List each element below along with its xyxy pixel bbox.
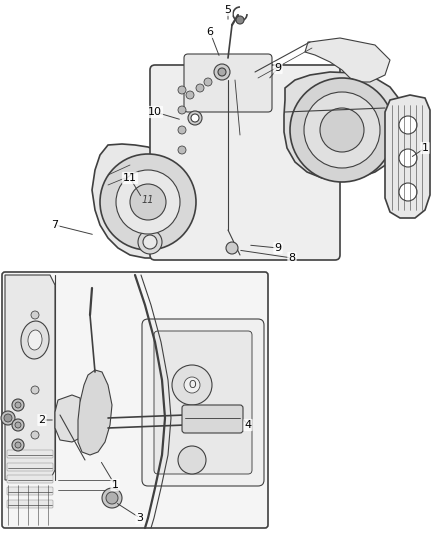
Circle shape: [178, 446, 206, 474]
Circle shape: [320, 108, 364, 152]
FancyBboxPatch shape: [184, 54, 272, 112]
Circle shape: [116, 170, 180, 234]
Text: 10: 10: [148, 107, 162, 117]
Circle shape: [31, 386, 39, 394]
Circle shape: [178, 126, 186, 134]
Circle shape: [172, 365, 212, 405]
Circle shape: [12, 419, 24, 431]
Circle shape: [12, 439, 24, 451]
Circle shape: [196, 84, 204, 92]
Text: 6: 6: [206, 27, 213, 37]
Text: 8: 8: [289, 253, 296, 263]
Circle shape: [226, 242, 238, 254]
Circle shape: [399, 183, 417, 201]
Polygon shape: [284, 72, 405, 180]
Circle shape: [1, 411, 15, 425]
Ellipse shape: [28, 330, 42, 350]
Circle shape: [399, 149, 417, 167]
Circle shape: [130, 184, 166, 220]
FancyBboxPatch shape: [154, 331, 252, 474]
FancyBboxPatch shape: [7, 487, 53, 495]
Circle shape: [399, 116, 417, 134]
Polygon shape: [385, 95, 430, 218]
Text: 9: 9: [275, 63, 282, 73]
Circle shape: [15, 402, 21, 408]
Circle shape: [290, 78, 394, 182]
Text: 1: 1: [112, 480, 119, 490]
Circle shape: [204, 78, 212, 86]
Ellipse shape: [21, 321, 49, 359]
Circle shape: [12, 399, 24, 411]
Text: 7: 7: [51, 220, 59, 230]
Circle shape: [191, 114, 199, 122]
FancyBboxPatch shape: [142, 319, 264, 486]
Polygon shape: [305, 38, 390, 82]
FancyBboxPatch shape: [182, 405, 243, 433]
Circle shape: [214, 64, 230, 80]
Circle shape: [15, 422, 21, 428]
Circle shape: [4, 414, 12, 422]
Text: 3: 3: [137, 513, 144, 523]
Text: 1: 1: [421, 143, 428, 153]
Polygon shape: [5, 275, 55, 480]
Circle shape: [138, 230, 162, 254]
Text: 5: 5: [225, 5, 232, 15]
FancyBboxPatch shape: [7, 500, 53, 508]
Circle shape: [106, 492, 118, 504]
Circle shape: [15, 442, 21, 448]
Circle shape: [31, 431, 39, 439]
Circle shape: [178, 106, 186, 114]
FancyBboxPatch shape: [2, 272, 268, 528]
Circle shape: [188, 111, 202, 125]
Polygon shape: [78, 370, 112, 455]
Circle shape: [184, 377, 200, 393]
Circle shape: [236, 16, 244, 24]
Text: 2: 2: [39, 415, 46, 425]
Circle shape: [304, 92, 380, 168]
Polygon shape: [55, 395, 82, 442]
Circle shape: [143, 235, 157, 249]
Polygon shape: [92, 144, 192, 258]
Circle shape: [102, 488, 122, 508]
Circle shape: [218, 68, 226, 76]
Circle shape: [186, 91, 194, 99]
Circle shape: [100, 154, 196, 250]
Circle shape: [178, 86, 186, 94]
Text: 4: 4: [244, 420, 251, 430]
FancyBboxPatch shape: [7, 475, 53, 483]
Text: 9: 9: [275, 243, 282, 253]
Circle shape: [178, 146, 186, 154]
Circle shape: [31, 311, 39, 319]
Text: 11: 11: [142, 195, 154, 205]
Text: 11: 11: [123, 173, 137, 183]
Text: O: O: [188, 380, 196, 390]
FancyBboxPatch shape: [150, 65, 340, 260]
FancyBboxPatch shape: [7, 463, 53, 471]
FancyBboxPatch shape: [7, 450, 53, 458]
